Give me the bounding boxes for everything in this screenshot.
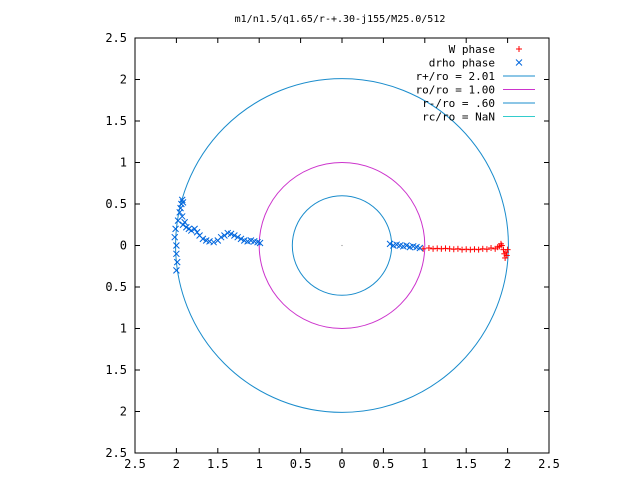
drho-phase-point xyxy=(187,227,195,234)
drho-phase-point xyxy=(172,225,179,233)
w-phase-point xyxy=(503,252,510,259)
y-tick-label: 0 xyxy=(120,239,127,253)
w-phase-point xyxy=(488,244,495,251)
drho-phase-point xyxy=(416,244,424,252)
drho-phase-point xyxy=(173,242,180,249)
drho-phase-point xyxy=(179,198,187,206)
drho-phase-point xyxy=(234,233,242,241)
y-tick-label: 1 xyxy=(120,156,127,170)
legend-label: rc/ro = NaN xyxy=(422,111,495,124)
drho-phase-point xyxy=(178,213,186,220)
drho-phase-point xyxy=(231,232,238,239)
w-phase-point xyxy=(475,246,482,253)
drho-phase-point xyxy=(221,232,228,239)
y-tick-label: 0.5 xyxy=(105,280,127,294)
drho-phase-point xyxy=(191,225,198,233)
x-tick-label: 2.5 xyxy=(124,457,146,471)
x-tick-label: 0.5 xyxy=(373,457,395,471)
y-tick-label: 2.5 xyxy=(105,31,127,45)
drho-phase-point xyxy=(386,240,394,248)
x-tick-label: 0.5 xyxy=(290,457,312,471)
w-phase-point xyxy=(498,242,505,249)
x-tick-label: 2 xyxy=(173,457,180,471)
drho-phase-point xyxy=(171,233,179,241)
legend-label: r-/ro = .60 xyxy=(422,97,495,110)
data-points xyxy=(171,196,511,274)
drho-phase-point xyxy=(173,258,181,266)
w-phase-point xyxy=(483,246,490,253)
legend-label: r+/ro = 2.01 xyxy=(416,70,495,83)
w-phase-point xyxy=(454,245,461,252)
x-tick-label: 1.5 xyxy=(455,457,477,471)
drho-phase-point xyxy=(403,242,410,249)
drho-phase-point xyxy=(227,230,235,238)
w-phase-point xyxy=(425,244,432,251)
y-tick-label: 1 xyxy=(120,322,127,336)
x-tick-label: 1 xyxy=(256,457,263,471)
x-tick-label: 1 xyxy=(421,457,428,471)
x-tick-label: 2.5 xyxy=(538,457,560,471)
y-tick-label: 1.5 xyxy=(105,363,127,377)
y-tick-label: 2 xyxy=(120,405,127,419)
drho-phase-point xyxy=(217,233,225,241)
y-tick-label: 2 xyxy=(120,73,127,87)
drho-phase-point xyxy=(199,235,207,243)
legend-label: drho phase xyxy=(429,57,495,70)
drho-phase-point xyxy=(210,238,218,246)
x-tick-label: 1.5 xyxy=(207,457,229,471)
drho-phase-point xyxy=(256,239,264,247)
y-tick-label: 1.5 xyxy=(105,114,127,128)
drho-phase-point xyxy=(237,235,245,243)
drho-phase-point xyxy=(173,250,180,258)
y-tick-label: 0.5 xyxy=(105,197,127,211)
legend-label: ro/ro = 1.00 xyxy=(416,84,495,97)
drho-phase-point xyxy=(193,228,201,236)
origin-dot xyxy=(341,244,343,247)
chart-title: m1/n1.5/q1.65/r-+.30-j155/M25.0/512 xyxy=(235,14,446,25)
legend-swatch xyxy=(515,59,523,66)
reference-circle-0 xyxy=(175,78,509,413)
drho-phase-point xyxy=(181,218,189,226)
legend-label: W phase xyxy=(449,43,495,56)
x-tick-label: 2 xyxy=(504,457,511,471)
y-tick-label: 2.5 xyxy=(105,446,127,460)
x-tick-label: 0 xyxy=(338,457,345,471)
reference-circle-1 xyxy=(258,162,426,329)
reference-circles xyxy=(175,78,509,413)
legend-swatch xyxy=(516,46,522,52)
drho-phase-point xyxy=(173,267,180,274)
axis-ticks: 2.5 2 1.5 1 0.5 0 0.5 1 1.5 2 2.52.521.510.500.511… xyxy=(105,31,560,471)
w-phase-point xyxy=(504,246,511,253)
